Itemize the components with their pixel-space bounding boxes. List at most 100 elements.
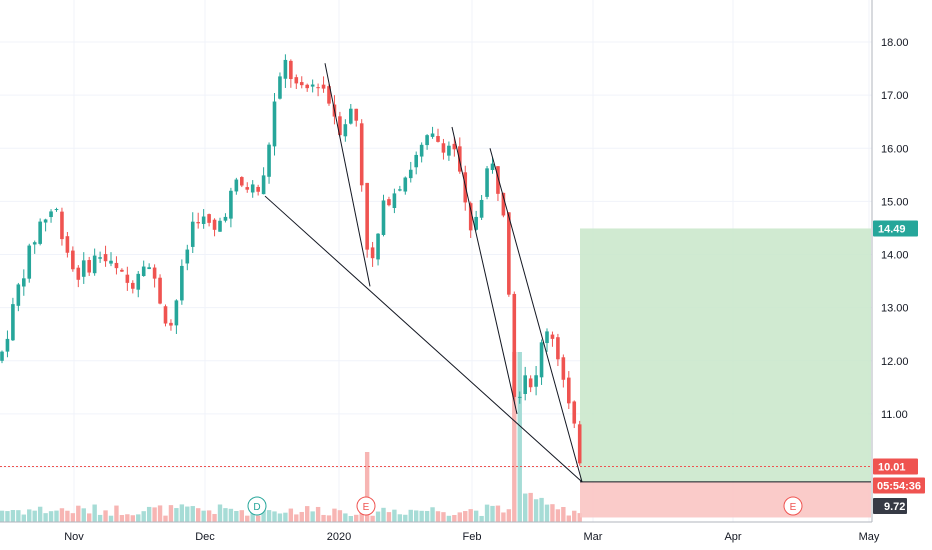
candle-body [131,282,135,289]
dividend-marker[interactable]: D [247,496,267,516]
volume-bar [572,510,577,522]
volume-bar [490,505,495,522]
candle-body [174,300,179,326]
candle-body [321,84,326,89]
volume-bar [201,510,206,522]
profit-zone[interactable] [580,228,871,482]
time-tick-label: 2020 [327,531,351,543]
candle-body [359,123,364,186]
candle-body [534,375,538,387]
volume-bar [32,510,37,522]
candle-body [114,262,119,269]
dividend-marker-label: D [253,502,260,513]
candle-body [27,245,32,279]
candle-body [392,193,397,209]
candle-body [185,249,190,264]
candle-body [354,108,359,121]
volume-bar [446,515,452,522]
stop-loss-tag: 9.72 [873,498,907,514]
candle-body [365,182,369,250]
price-tick-label: 17.00 [881,90,909,102]
volume-bar [403,514,408,522]
candle-body [223,216,228,221]
candle-body [305,84,309,89]
candle-body [54,209,59,211]
volume-bar [212,513,217,522]
volume-bar [348,515,353,522]
stop-loss-zone[interactable] [580,481,871,518]
volume-bar [457,512,462,522]
volume-bar [108,515,114,522]
candle-body [5,338,10,352]
candle-body [38,221,42,244]
candle-body [272,101,277,147]
candle-body [87,260,91,273]
candle-body [229,190,233,219]
volume-bar [146,506,152,522]
volume-bar [479,515,484,522]
earnings-marker-circle[interactable] [356,496,376,516]
trend-line[interactable] [451,126,518,414]
last-price-tag: 10.01 [873,458,918,475]
candle-body [43,219,48,223]
time-tick-label: Feb [463,531,482,543]
trend-line[interactable] [324,63,371,287]
volume-bar [65,510,70,522]
long-position-tool[interactable] [580,228,871,518]
volume-bar [10,510,16,522]
earnings-marker-label: E [363,502,370,513]
candle-body [468,203,473,231]
price-tick-label: 14.00 [881,250,909,262]
volume-bar [310,511,315,522]
earnings-marker[interactable]: E [783,496,803,516]
earnings-marker[interactable]: E [356,496,376,516]
volume-bar [414,510,419,522]
volume-bar [136,514,141,522]
time-tick-label: Dec [195,531,215,543]
volume-bar [196,508,201,522]
volume-bar [321,514,326,522]
volume-bar [76,505,81,522]
candle-body [436,136,440,142]
candle-body [136,273,141,290]
candle-body [11,304,15,341]
candle-body [414,154,418,168]
trend-lines[interactable] [264,63,583,483]
volume-bar [424,510,430,522]
volume-bar [381,507,386,522]
trend-line[interactable] [264,195,583,483]
price-axis[interactable]: 18.00 17.00 16.00 15.00 14.00 13.00 12.00 11.00… [871,0,932,522]
volume-bar [43,513,48,522]
volume-bar [550,504,555,522]
volume-bar [234,510,239,522]
volume-bar [566,515,571,522]
time-tick-label: May [859,531,880,543]
price-tick-label: 16.00 [881,143,909,155]
candle-body [507,212,511,295]
candle-body [517,396,522,398]
candles [0,54,582,466]
volume-bar [277,513,283,522]
volume-bar [397,514,403,522]
candle-body [539,342,544,378]
volume-bar [354,514,359,522]
bar-countdown-label: 05:54:36 [877,480,921,492]
volume-bar [441,512,446,522]
volume-bar [463,511,468,522]
candle-body [338,116,342,136]
price-tick-label: 18.00 [881,37,909,49]
candle-body [190,221,195,247]
volume-bar [408,509,413,522]
earnings-marker-circle[interactable] [783,496,803,516]
candle-body [294,77,299,84]
volume-bar [21,514,26,522]
time-axis[interactable]: Nov Dec 2020 Feb Mar Apr May [0,521,932,550]
trend-line[interactable] [489,148,583,483]
dividend-marker-circle[interactable] [247,496,267,516]
candle-body [425,135,429,146]
volume-bar [168,505,174,522]
volume-bar [37,506,43,522]
volume-bar [495,505,501,522]
